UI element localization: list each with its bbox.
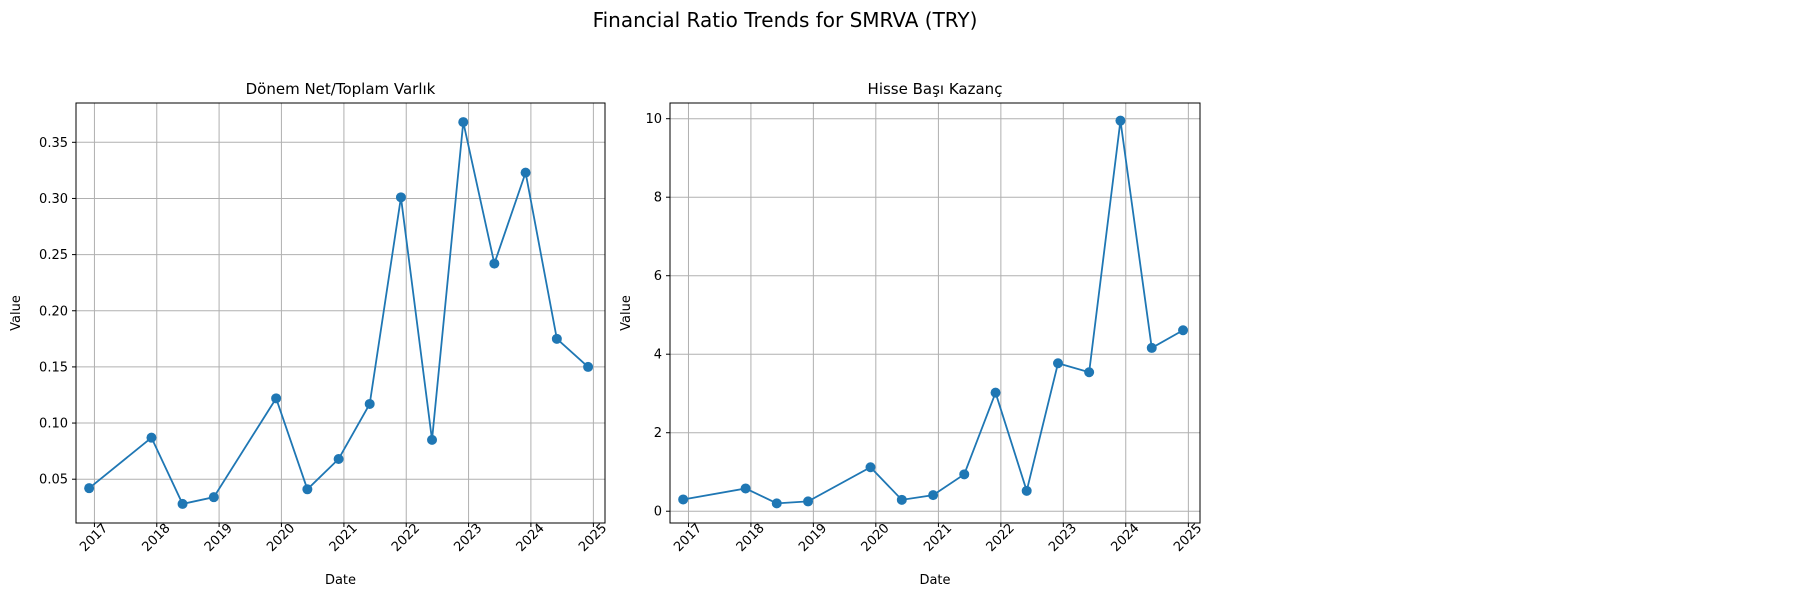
x-tick-label: 2018 bbox=[140, 521, 174, 555]
y-tick-label: 2 bbox=[654, 426, 662, 441]
y-tick-label: 0.20 bbox=[39, 304, 68, 319]
axes-frame bbox=[669, 102, 1201, 524]
x-tick-label: 2020 bbox=[859, 521, 893, 555]
y-tick-label: 8 bbox=[654, 191, 662, 206]
x-axis-label: Date bbox=[325, 573, 356, 588]
x-tick-label: 2024 bbox=[514, 521, 548, 555]
series-line bbox=[88, 121, 589, 505]
data-point bbox=[740, 483, 751, 494]
x-tick-label: 2021 bbox=[921, 521, 955, 555]
data-point bbox=[771, 498, 782, 509]
x-tick-label: 2025 bbox=[576, 521, 610, 555]
x-tick-label: 2025 bbox=[1171, 521, 1205, 555]
x-tick-label: 2017 bbox=[77, 521, 111, 555]
data-point bbox=[865, 462, 876, 473]
x-tick-label: 2023 bbox=[1046, 521, 1080, 555]
chart-title: Dönem Net/Toplam Varlık bbox=[246, 80, 436, 98]
y-tick-label: 0.35 bbox=[39, 136, 68, 151]
data-point bbox=[427, 434, 438, 445]
data-point bbox=[271, 393, 282, 404]
data-point bbox=[146, 432, 157, 443]
y-axis-label: Value bbox=[619, 295, 634, 331]
data-point bbox=[520, 167, 531, 178]
y-tick-label: 10 bbox=[645, 112, 662, 127]
data-point bbox=[395, 192, 406, 203]
data-point bbox=[1146, 342, 1157, 353]
y-axis-label: Value bbox=[9, 295, 24, 331]
y-tick-label: 0.30 bbox=[39, 192, 68, 207]
data-point bbox=[928, 490, 939, 501]
x-tick-label: 2019 bbox=[796, 521, 830, 555]
x-axis-label: Date bbox=[919, 573, 950, 588]
data-point bbox=[896, 494, 907, 505]
x-tick-label: 2021 bbox=[327, 521, 361, 555]
data-point bbox=[84, 483, 95, 494]
x-tick-label: 2018 bbox=[734, 521, 768, 555]
x-tick-label: 2024 bbox=[1109, 521, 1143, 555]
chart-1: 2017 2018 2019 2020 2021 2022 2023 2024 2025 0.05… bbox=[9, 80, 610, 588]
data-point bbox=[551, 333, 562, 344]
series-line bbox=[683, 120, 1184, 505]
data-point bbox=[1084, 367, 1095, 378]
figure-title: Financial Ratio Trends for SMRVA (TRY) bbox=[592, 8, 978, 32]
x-tick-label: 2022 bbox=[984, 521, 1018, 555]
data-point bbox=[583, 361, 594, 372]
x-tick-label: 2017 bbox=[671, 521, 705, 555]
data-point bbox=[177, 498, 188, 509]
data-point bbox=[1053, 358, 1064, 369]
y-tick-label: 0 bbox=[654, 505, 662, 520]
x-tick-label: 2020 bbox=[264, 521, 298, 555]
chart-title: Hisse Başı Kazanç bbox=[868, 80, 1003, 98]
data-point bbox=[458, 117, 469, 128]
x-tick-label: 2019 bbox=[202, 521, 236, 555]
x-tick-label: 2023 bbox=[451, 521, 485, 555]
x-tick-label: 2022 bbox=[389, 521, 423, 555]
data-point bbox=[1115, 115, 1126, 126]
y-tick-label: 0.15 bbox=[39, 360, 68, 375]
data-point bbox=[959, 469, 970, 480]
chart-2: 2017 2018 2019 2020 2021 2022 2023 2024 2025 0 2 4 6… bbox=[619, 80, 1205, 588]
data-point bbox=[1178, 325, 1189, 336]
y-tick-label: 6 bbox=[654, 269, 662, 284]
data-point bbox=[302, 484, 313, 495]
axes-frame bbox=[75, 102, 606, 524]
data-point bbox=[333, 453, 344, 464]
y-tick-label: 0.25 bbox=[39, 248, 68, 263]
data-point bbox=[990, 387, 1001, 398]
data-point bbox=[1021, 485, 1032, 496]
data-point bbox=[364, 398, 375, 409]
y-tick-label: 0.05 bbox=[39, 473, 68, 488]
data-point bbox=[489, 258, 500, 269]
y-tick-label: 4 bbox=[654, 348, 662, 363]
y-tick-label: 0.10 bbox=[39, 417, 68, 432]
data-point bbox=[208, 492, 219, 503]
data-point bbox=[803, 496, 814, 507]
data-point bbox=[678, 494, 689, 505]
